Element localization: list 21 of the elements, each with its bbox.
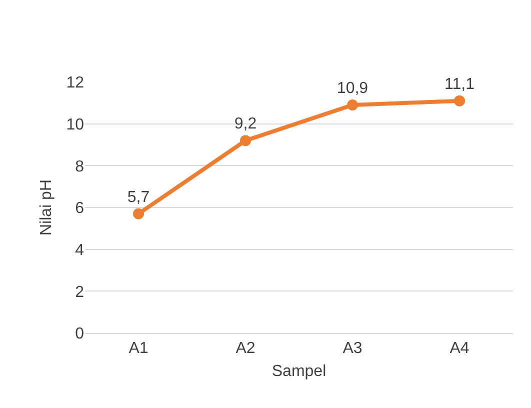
x-tick-label: A1 [128,340,148,358]
x-axis-title: Sampel [272,362,326,380]
y-tick-label: 6 [75,200,84,218]
data-label: 9,2 [234,116,257,133]
point [240,135,251,146]
data-label: 11,1 [444,76,475,93]
point [454,95,465,106]
y-tick-label: 4 [75,242,84,259]
x-tick-label: A3 [342,340,362,358]
point [133,208,144,220]
x-tick-label: A2 [236,340,256,358]
y-tick-label: 8 [75,158,84,176]
x-tick-label: A4 [450,340,470,358]
data-label: 5,7 [127,188,150,206]
y-tick-label: 2 [75,284,84,301]
y-tick-label: 12 [66,74,84,92]
y-axis-title: Nilai pH [38,179,56,236]
data-label: 10,9 [336,80,368,98]
y-tick-label: 10 [66,116,84,134]
y-tick-label: 0 [75,326,84,343]
point [347,100,358,111]
